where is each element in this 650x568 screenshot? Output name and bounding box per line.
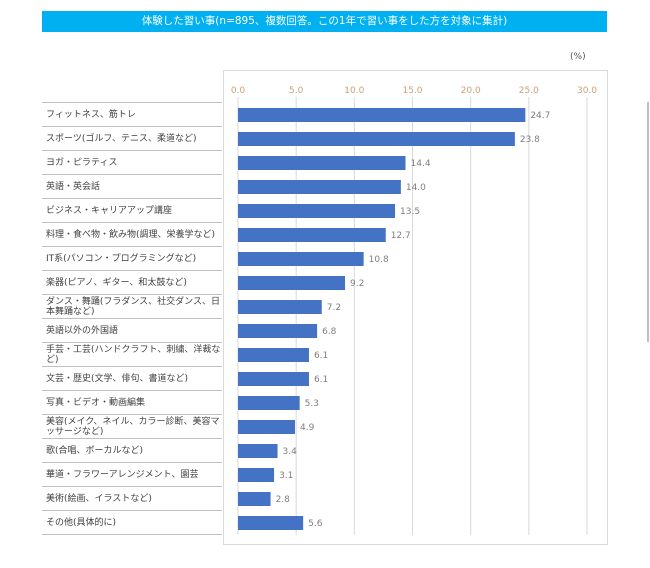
- data-label: 6.1: [314, 375, 328, 385]
- category-label: 手芸・工芸(ハンドクラフト、刺繍、洋裁など): [42, 343, 222, 367]
- bar: [238, 180, 401, 194]
- data-label: 3.1: [279, 471, 293, 481]
- x-tick-label: 0.0: [231, 86, 246, 96]
- category-label: ダンス・舞踊(フラダンス、社交ダンス、日本舞踊など): [42, 295, 222, 319]
- x-tick-label: 25.0: [519, 86, 539, 96]
- data-label: 4.9: [300, 423, 315, 433]
- data-label: 3.4: [283, 447, 298, 457]
- category-label: フィットネス、筋トレ: [42, 103, 222, 127]
- data-label: 9.2: [350, 279, 364, 289]
- data-label: 24.7: [530, 111, 550, 121]
- bar: [238, 324, 318, 338]
- category-label: 英語・英会話: [42, 175, 222, 199]
- category-label: 文芸・歴史(文学、俳句、書道など): [42, 367, 222, 391]
- category-label: 美容(メイク、ネイル、カラー診断、美容マッサージなど): [42, 415, 222, 439]
- category-label: その他(具体的に): [42, 511, 222, 535]
- x-tick-label: 30.0: [577, 86, 597, 96]
- x-tick-label: 20.0: [461, 86, 481, 96]
- category-label-table: フィットネス、筋トレ スポーツ(ゴルフ、テニス、柔道など) ヨガ・ピラティス 英語・英…: [42, 102, 222, 535]
- scrollbar[interactable]: [647, 102, 649, 342]
- category-label: ビジネス・キャリアアップ講座: [42, 199, 222, 223]
- data-label: 14.4: [411, 159, 431, 169]
- x-tick-label: 10.0: [344, 86, 364, 96]
- category-label: スポーツ(ゴルフ、テニス、柔道など): [42, 127, 222, 151]
- bar: [238, 252, 364, 266]
- bar: [238, 276, 346, 290]
- bar: [238, 156, 406, 170]
- category-label: 華道・フラワーアレンジメント、園芸: [42, 463, 222, 487]
- category-label: 料理・食べ物・飲み物(調理、栄養学など): [42, 223, 222, 247]
- data-label: 13.5: [400, 207, 420, 217]
- data-label: 6.1: [314, 351, 328, 361]
- bar: [238, 132, 515, 146]
- data-label: 12.7: [391, 231, 411, 241]
- data-label: 23.8: [520, 135, 540, 145]
- x-tick-label: 5.0: [289, 86, 304, 96]
- category-label: 楽器(ピアノ、ギター、和太鼓など): [42, 271, 222, 295]
- data-label: 6.8: [322, 327, 337, 337]
- bar: [238, 348, 309, 362]
- bar: [238, 516, 304, 530]
- bar: [238, 420, 296, 434]
- data-label: 7.2: [327, 303, 341, 313]
- x-tick-label: 15.0: [402, 86, 422, 96]
- chart-title: 体験した習い事(n=895、複数回答。この1年で習い事をした方を対象に集計): [42, 11, 607, 32]
- category-label: 美術(絵画、イラストなど): [42, 487, 222, 511]
- bar: [238, 300, 322, 314]
- category-label: IT系(パソコン・プログラミングなど): [42, 247, 222, 271]
- bar-chart: 0.0 5.0 10.0 15.0 20.0 25.0 30.0 24.7 23.8 14.4 14…: [231, 86, 597, 535]
- category-label: 写真・ビデオ・動画編集: [42, 391, 222, 415]
- data-label: 14.0: [406, 183, 426, 193]
- data-label: 10.8: [369, 255, 389, 265]
- bar: [238, 468, 275, 482]
- category-label: 歌(合唱、ボーカルなど): [42, 439, 222, 463]
- category-label: 英語以外の外国語: [42, 319, 222, 343]
- bar: [238, 108, 526, 122]
- bar: [238, 228, 386, 242]
- data-label: 5.6: [308, 519, 323, 529]
- bar: [238, 492, 271, 506]
- bar: [238, 204, 396, 218]
- data-label: 5.3: [305, 399, 319, 409]
- data-label: 2.8: [276, 495, 291, 505]
- bar: [238, 396, 300, 410]
- bar: [238, 444, 278, 458]
- plot-area: 0.0 5.0 10.0 15.0 20.0 25.0 30.0 24.7 23.8 14.4 14…: [223, 70, 608, 545]
- category-label: ヨガ・ピラティス: [42, 151, 222, 175]
- bar: [238, 372, 309, 386]
- unit-label: (%): [570, 52, 586, 62]
